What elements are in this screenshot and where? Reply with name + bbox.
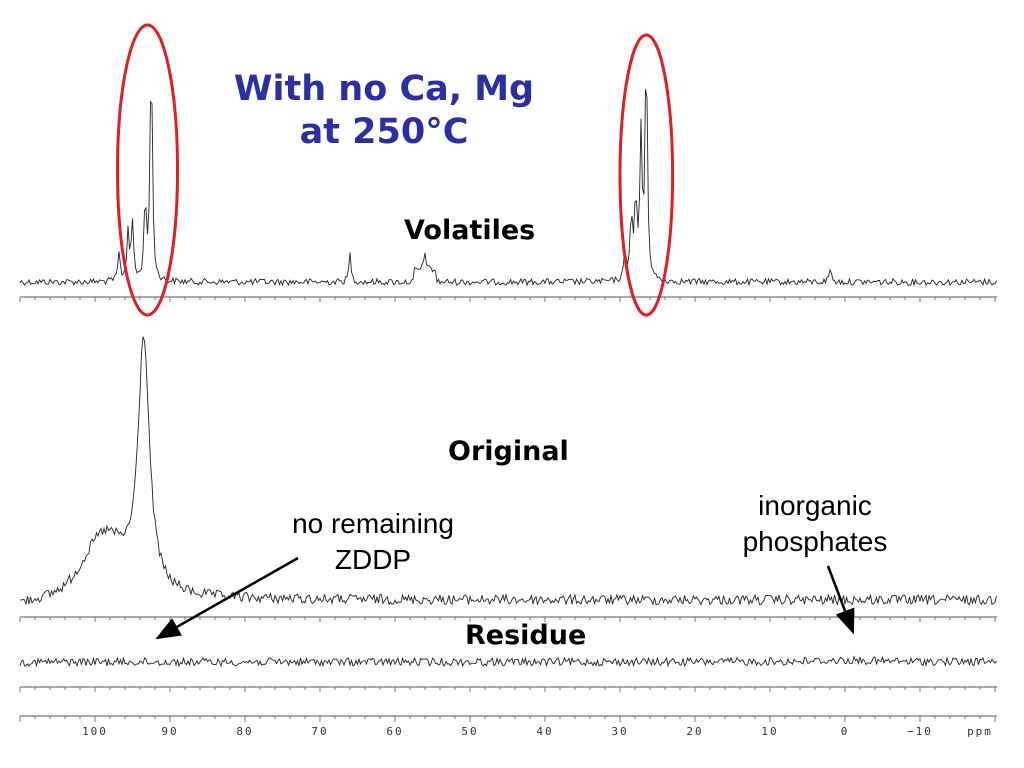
spectrum-trace-original [19,336,997,607]
slide-title: With no Ca, Mg at 250°C [214,68,554,154]
x-tick-label: 100 [82,725,108,738]
spectrum-trace-residue [19,655,997,668]
annotation-inorganic-phosphates-line-2: phosphates [742,526,888,557]
x-unit-label: ppm [967,725,993,738]
annotation-no-remaining-zddp-line-2: ZDDP [334,544,412,575]
annotation-inorganic-phosphates: inorganic phosphates [700,488,930,560]
x-tick-label: 50 [461,725,478,738]
arrow-no-remaining-zddp [155,556,299,640]
x-tick-label: 10 [761,725,778,738]
highlight-ellipse [618,33,675,317]
x-tick-label: 0 [841,725,850,738]
x-tick-label: 80 [236,725,253,738]
arrow-inorganic-phosphates [826,565,855,635]
x-tick-label: 20 [686,725,703,738]
x-tick-label: 60 [386,725,403,738]
x-tick-label: 90 [161,725,178,738]
x-tick-label: −10 [907,725,933,738]
x-tick-label: 30 [611,725,628,738]
series-label-volatiles: Volatiles [404,215,536,246]
series-label-residue: Residue [465,620,587,651]
highlight-ellipse [116,23,179,317]
spectrum-trace-volatiles [19,89,997,287]
x-tick-label: 70 [311,725,328,738]
title-line-1: With no Ca, Mg [233,69,535,109]
x-tick-label: 40 [536,725,553,738]
annotation-no-remaining-zddp: no remaining ZDDP [258,506,488,578]
title-line-2: at 250°C [299,112,469,152]
annotation-no-remaining-zddp-line-1: no remaining [292,508,454,539]
series-label-original: Original [448,436,569,467]
annotation-inorganic-phosphates-line-1: inorganic [758,490,872,521]
